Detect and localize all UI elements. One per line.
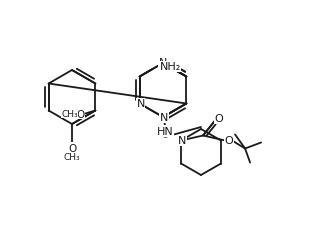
Text: NH₂: NH₂ [160, 62, 181, 72]
Text: O: O [68, 143, 76, 153]
Text: N: N [160, 112, 168, 122]
Text: N: N [136, 99, 145, 109]
Text: N: N [178, 136, 186, 146]
Text: O: O [225, 136, 234, 146]
Text: CH₃: CH₃ [61, 110, 78, 119]
Text: N: N [159, 58, 167, 68]
Text: O: O [215, 114, 224, 124]
Text: CH₃: CH₃ [64, 153, 80, 162]
Text: O: O [76, 109, 85, 119]
Text: HN: HN [156, 126, 173, 136]
